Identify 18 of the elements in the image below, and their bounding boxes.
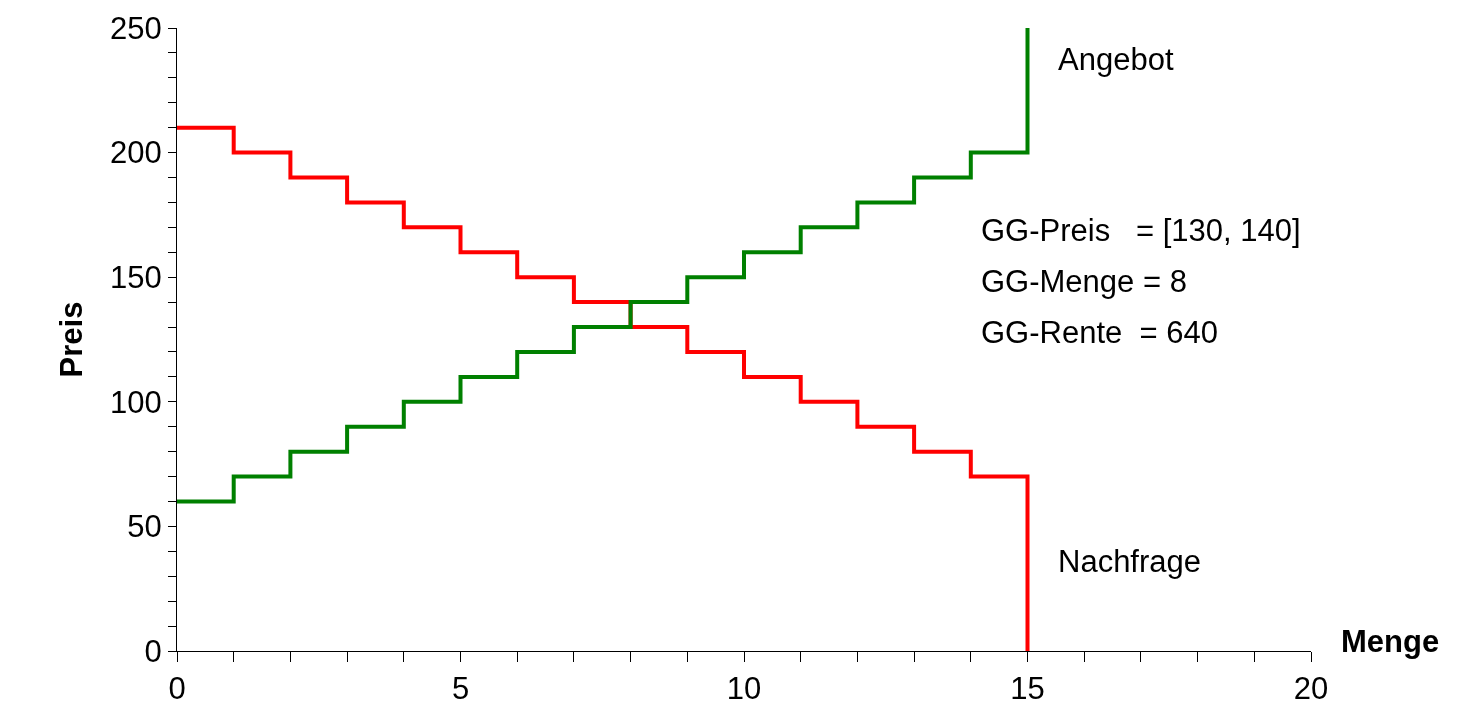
annotation: GG-Rente = 640 [981, 315, 1218, 350]
y-tick-label: 0 [144, 633, 162, 669]
x-tick-label: 10 [726, 671, 762, 707]
series-label: Angebot [1058, 42, 1174, 77]
y-tick-label: 200 [110, 135, 162, 171]
y-tick-label: 150 [110, 260, 162, 296]
x-tick-label: 5 [451, 671, 470, 707]
y-tick-label: 100 [110, 384, 162, 420]
series-label: Nachfrage [1058, 544, 1202, 579]
x-tick-label: 15 [1010, 671, 1045, 707]
y-axis-title: Preis [53, 301, 89, 378]
x-tick-label: 0 [168, 671, 186, 707]
annotation: GG-Preis = [130, 140] [981, 213, 1301, 248]
y-tick-label: 250 [110, 10, 162, 46]
y-tick-label: 50 [127, 509, 162, 545]
x-axis-title: Menge [1341, 624, 1440, 659]
x-tick-label: 20 [1293, 671, 1329, 707]
annotation: GG-Menge = 8 [981, 264, 1187, 299]
